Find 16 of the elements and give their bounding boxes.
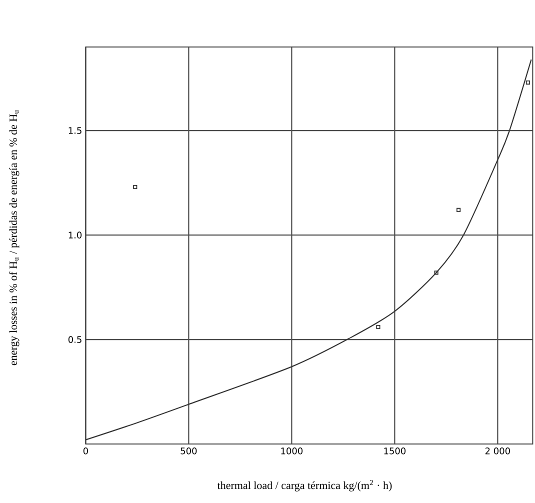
y-tick-label: 1.0 [68, 232, 82, 238]
y-tick-label: 1.5 [68, 127, 82, 134]
point [526, 80, 530, 85]
x-tick-label: 1500 [384, 448, 406, 454]
point [456, 208, 461, 212]
x-tick-label: 0 [83, 448, 88, 454]
y-tick-label: 0.5 [68, 336, 82, 343]
x-axis-title: thermal load / carga térmica kg/(m$^{2}$ · h) [217, 480, 392, 492]
point [376, 324, 380, 330]
y-axis-title: energy losses in % of H$_{u}$ / pérdidas de energía en % de H$_{u}$ [9, 110, 20, 366]
x-tick-label: 500 [180, 448, 197, 454]
x-tick-label: 2 000 [485, 448, 510, 454]
line-series [85, 58, 532, 440]
point [434, 270, 438, 275]
point [133, 184, 138, 190]
x-tick-label: 1000 [281, 448, 303, 454]
